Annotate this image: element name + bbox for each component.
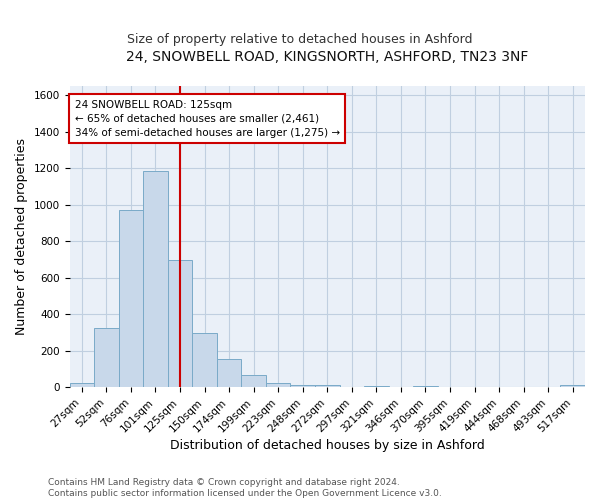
Text: 24 SNOWBELL ROAD: 125sqm
← 65% of detached houses are smaller (2,461)
34% of sem: 24 SNOWBELL ROAD: 125sqm ← 65% of detach… bbox=[74, 100, 340, 138]
Bar bbox=[290, 384, 315, 388]
Text: Size of property relative to detached houses in Ashford: Size of property relative to detached ho… bbox=[127, 32, 473, 46]
Title: 24, SNOWBELL ROAD, KINGSNORTH, ASHFORD, TN23 3NF: 24, SNOWBELL ROAD, KINGSNORTH, ASHFORD, … bbox=[126, 50, 529, 64]
Bar bbox=[143, 171, 168, 388]
Bar bbox=[119, 210, 143, 388]
Bar bbox=[364, 386, 389, 388]
Bar bbox=[241, 374, 266, 388]
Bar bbox=[94, 328, 119, 388]
Bar bbox=[70, 383, 94, 388]
X-axis label: Distribution of detached houses by size in Ashford: Distribution of detached houses by size … bbox=[170, 440, 485, 452]
Bar bbox=[560, 384, 585, 388]
Bar bbox=[192, 332, 217, 388]
Bar bbox=[315, 384, 340, 388]
Bar bbox=[413, 386, 438, 388]
Y-axis label: Number of detached properties: Number of detached properties bbox=[15, 138, 28, 335]
Bar bbox=[217, 359, 241, 388]
Bar bbox=[168, 260, 192, 388]
Bar bbox=[266, 383, 290, 388]
Text: Contains HM Land Registry data © Crown copyright and database right 2024.
Contai: Contains HM Land Registry data © Crown c… bbox=[48, 478, 442, 498]
